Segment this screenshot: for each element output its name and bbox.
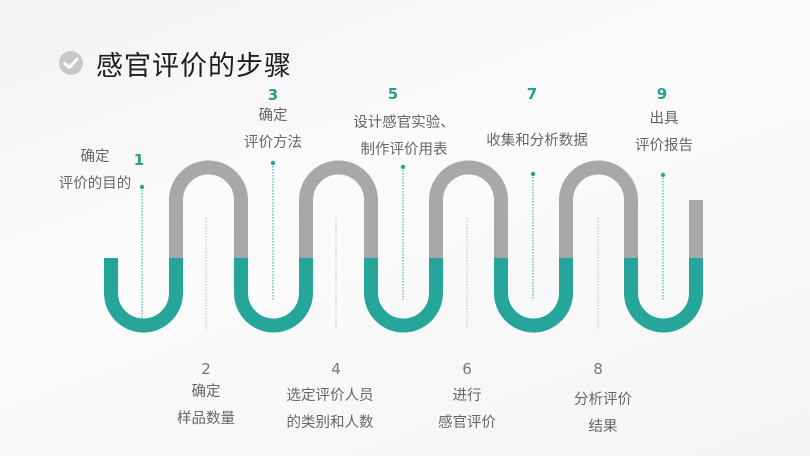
step-1-label: 确定 评价的目的 bbox=[58, 149, 132, 192]
step-9-label: 出具 评价报告 bbox=[635, 111, 693, 154]
tube-upper bbox=[104, 160, 703, 258]
step-8-label: 分析评价 结果 bbox=[574, 392, 632, 435]
step-9-number: 9 bbox=[656, 85, 668, 103]
step-6-label: 进行 感官评价 bbox=[438, 388, 496, 431]
leader-dot-9 bbox=[660, 172, 666, 178]
step-6-number: 6 bbox=[462, 360, 472, 378]
step-4-label: 选定评价人员 的类别和人数 bbox=[286, 388, 374, 431]
step-3-label: 确定 评价方法 bbox=[244, 108, 302, 151]
step-2-number: 2 bbox=[201, 360, 211, 378]
leader-dot-7 bbox=[530, 171, 536, 177]
tube-lower bbox=[104, 258, 703, 333]
page-title: 感官评价的步骤 bbox=[96, 51, 292, 82]
step-5-label: 设计感官实验、 制作评价用表 bbox=[353, 115, 455, 158]
step-7-number: 7 bbox=[526, 85, 538, 103]
step-3-number: 3 bbox=[267, 86, 279, 104]
step-4-number: 4 bbox=[331, 360, 341, 378]
leader-dot-3 bbox=[270, 160, 276, 166]
step-2-label: 确定 样品数量 bbox=[177, 384, 235, 427]
step-1-number: 1 bbox=[133, 151, 145, 169]
leader-dot-5 bbox=[400, 164, 406, 170]
step-7-label: 收集和分析数据 bbox=[486, 133, 588, 149]
step-8-number: 8 bbox=[593, 360, 603, 378]
step-5-number: 5 bbox=[387, 85, 399, 103]
leader-dot-1 bbox=[139, 184, 145, 190]
check-circle-icon bbox=[59, 51, 83, 75]
